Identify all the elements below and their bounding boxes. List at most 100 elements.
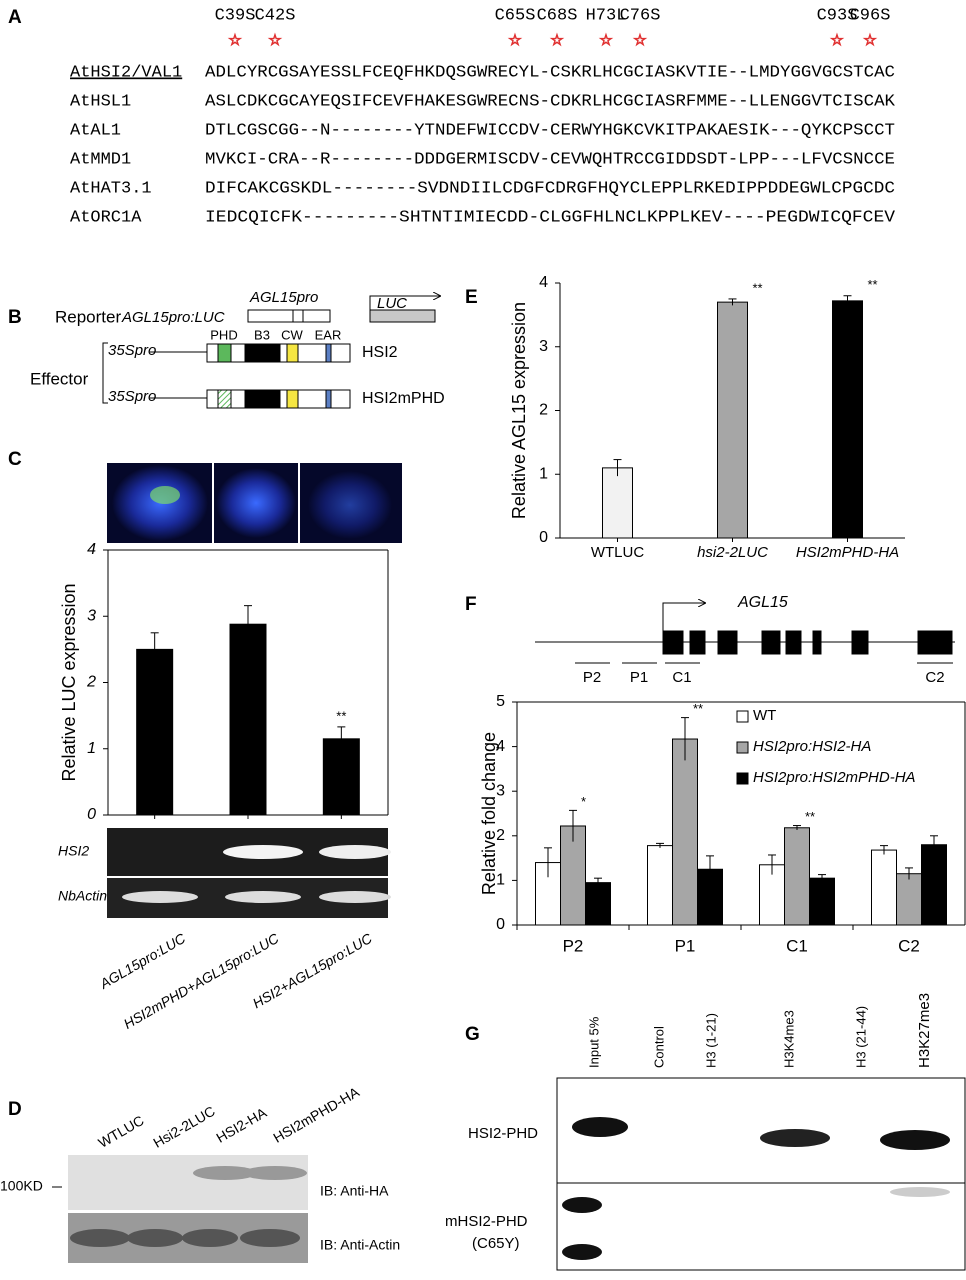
row-label: (C65Y) [472, 1235, 520, 1252]
y-tick-label: 1 [87, 740, 96, 757]
bar [560, 825, 586, 926]
region-label: P2 [583, 669, 601, 686]
lane-label: HSI2-HA [213, 1104, 269, 1146]
bar [784, 827, 810, 926]
y-tick-label: 3 [496, 782, 505, 799]
bar [602, 467, 633, 539]
bar [585, 882, 611, 926]
y-tick-label: 4 [87, 541, 96, 558]
domain-label: PHD [210, 327, 237, 342]
y-tick-label: 5 [496, 693, 505, 710]
sequence-name: AtHAT3.1 [70, 179, 152, 198]
y-tick-label: 1 [496, 872, 505, 889]
gene-label: LUC [377, 295, 407, 312]
x-tick-label: C2 [898, 936, 920, 955]
region-label: C2 [925, 669, 944, 686]
promoter-label: 35Spro [108, 388, 156, 405]
sequence-name: AtMMD1 [70, 150, 131, 169]
y-tick-label: 1 [539, 465, 548, 482]
star-icon: ☆ [863, 32, 876, 49]
bar [717, 301, 748, 539]
bar [832, 300, 863, 539]
annotation: * [581, 794, 586, 809]
mutation-label: C68S [537, 6, 578, 25]
region-label: P1 [630, 669, 648, 686]
bar [229, 623, 267, 816]
sequence: DIFCAKCGSKDL--------SVDNDIILCDGFCDRGFHQY… [205, 179, 895, 198]
effector-label: Effector [30, 369, 89, 388]
x-tick-label: HSI2mPHD-HA [796, 544, 899, 561]
gene-name: AGL15 [737, 594, 788, 611]
bar [759, 864, 785, 926]
x-tick-label: AGL15pro:LUC [96, 930, 189, 993]
panel-d-blots [52, 1155, 308, 1263]
bar [921, 844, 947, 926]
sequence: MVKCI-CRA--R--------DDDGERMISCDV-CEVWQHT… [205, 150, 895, 169]
domain-label: EAR [315, 327, 342, 342]
column-label: Input 5% [586, 1016, 601, 1068]
star-icon: ☆ [550, 32, 563, 49]
panel-label: G [465, 1024, 480, 1045]
star-icon: ☆ [508, 32, 521, 49]
legend-label: HSI2pro:HSI2mPHD-HA [753, 769, 916, 786]
row-label: HSI2-PHD [468, 1125, 538, 1142]
reporter-label: Reporter [55, 307, 121, 326]
row-label: mHSI2-PHD [445, 1213, 528, 1230]
x-tick-label: P2 [563, 936, 584, 955]
gel-label: NbActin [58, 888, 107, 904]
lane-label: WTLUC [95, 1112, 146, 1151]
lane-label: Hsi2-2LUC [150, 1103, 217, 1151]
promoter-label: 35Spro [108, 342, 156, 359]
panel-label: E [465, 287, 478, 308]
y-tick-label: 4 [496, 738, 505, 755]
column-label: H3 (21-44) [853, 1006, 868, 1068]
sequence: ADLCYRCGSAYESSLFCEQFHKDQSGWRECYL-CSKRLHC… [205, 63, 895, 82]
y-tick-label: 0 [539, 529, 548, 546]
annotation: ** [867, 277, 877, 292]
y-tick-label: 2 [496, 827, 505, 844]
panel-label: F [465, 594, 477, 615]
sequence: DTLCGSCGG--N--------YTNDEFWICCDV-CERWYHG… [205, 121, 895, 140]
y-axis-label: Relative fold change [479, 732, 499, 895]
x-tick-label: C1 [786, 936, 808, 955]
star-icon: ☆ [599, 32, 612, 49]
bar [809, 877, 835, 926]
panel-label: B [8, 307, 22, 328]
bar [136, 648, 174, 816]
sequence-name: AtORC1A [70, 208, 142, 227]
mutation-label: C96S [850, 6, 891, 25]
panel-b-diagram [102, 296, 440, 409]
star-icon: ☆ [633, 32, 646, 49]
annotation: ** [805, 809, 815, 824]
marker-label: 100KD [0, 1178, 43, 1194]
effector-name: HSI2mPHD [362, 390, 445, 407]
legend-swatch [736, 772, 749, 785]
bar [647, 845, 673, 926]
panel-f-gene [535, 603, 955, 664]
bar [896, 873, 922, 926]
star-icon: ☆ [830, 32, 843, 49]
legend-label: WT [753, 707, 776, 724]
mutation-label: C65S [495, 6, 536, 25]
y-tick-label: 3 [87, 607, 96, 624]
gel-label: HSI2 [58, 843, 89, 859]
bar [871, 849, 897, 926]
y-tick-label: 3 [539, 338, 548, 355]
star-icon: ☆ [228, 32, 241, 49]
column-label: Control [651, 1026, 666, 1068]
panel-label: C [8, 449, 22, 470]
star-icon: ☆ [268, 32, 281, 49]
sequence: IEDCQICFK---------SHTNTIMIECDD-CLGGFHLNC… [205, 208, 896, 227]
column-label: H3K4me3 [781, 1010, 796, 1068]
bar [672, 738, 698, 926]
y-tick-label: 2 [86, 674, 96, 691]
legend-label: HSI2pro:HSI2-HA [753, 738, 871, 755]
blot-label: IB: Anti-HA [320, 1183, 389, 1199]
promoter-label: AGL15pro [249, 289, 318, 306]
sequence-name: AtAL1 [70, 121, 121, 140]
mutation-label: H73L [586, 6, 627, 25]
mutation-label: C76S [620, 6, 661, 25]
x-tick-label: HSI2mPHD+AGL15pro:LUC [121, 930, 282, 1032]
mutation-label: C93S [817, 6, 858, 25]
